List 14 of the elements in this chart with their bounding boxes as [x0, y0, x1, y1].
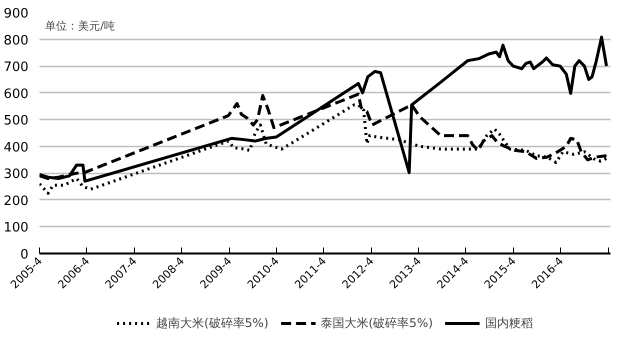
y-tick-label: 300 [4, 167, 29, 182]
y-tick-label: 100 [4, 220, 29, 236]
y-tick-label: 200 [4, 194, 29, 209]
y-tick-label: 400 [4, 140, 29, 156]
y-tick-label: 500 [4, 114, 29, 129]
legend-label: 越南大米(破碎率5%) [156, 314, 268, 332]
y-tick-label: 700 [4, 60, 29, 76]
annotation: 单位：美元/吨 [45, 20, 115, 33]
y-tick-label: 800 [4, 33, 29, 48]
y-tick-label: 0 [20, 248, 29, 262]
legend-label: 国内粳稻 [484, 314, 533, 332]
y-tick-label: 600 [4, 86, 29, 102]
y-tick-label: 900 [4, 6, 29, 22]
legend-label: 泰国大米(破碎率5%) [320, 314, 433, 332]
